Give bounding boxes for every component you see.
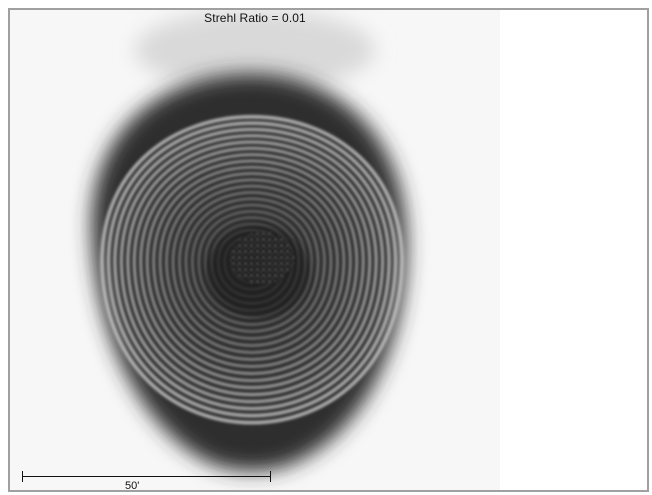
psf-plot-window: Strehl Ratio = 0.01 50' xyxy=(8,8,649,492)
interference-ring xyxy=(139,153,365,383)
scale-bar xyxy=(22,471,271,483)
side-panel xyxy=(500,10,647,490)
psf-image-area: Strehl Ratio = 0.01 50' xyxy=(10,10,500,490)
scale-bar-line xyxy=(22,476,271,477)
interference-ring xyxy=(191,203,313,326)
interference-ring xyxy=(119,134,385,404)
interference-ring xyxy=(145,159,359,375)
interference-ring xyxy=(178,191,326,340)
interference-ring xyxy=(184,197,320,333)
psf-intensity-map xyxy=(10,10,500,490)
interference-ring xyxy=(113,127,391,411)
interference-ring xyxy=(158,172,346,361)
scale-bar-label: 50' xyxy=(125,480,140,490)
interference-ring xyxy=(132,146,372,390)
scale-bar-right-tick xyxy=(270,471,271,482)
interference-ring xyxy=(106,121,398,418)
interference-ring xyxy=(126,140,378,397)
interference-ring xyxy=(100,115,404,425)
interference-ring xyxy=(165,178,339,354)
scale-bar-left-tick xyxy=(22,471,23,482)
strehl-ratio-title: Strehl Ratio = 0.01 xyxy=(204,11,306,25)
interference-ring xyxy=(152,165,352,369)
interference-ring xyxy=(171,184,333,347)
